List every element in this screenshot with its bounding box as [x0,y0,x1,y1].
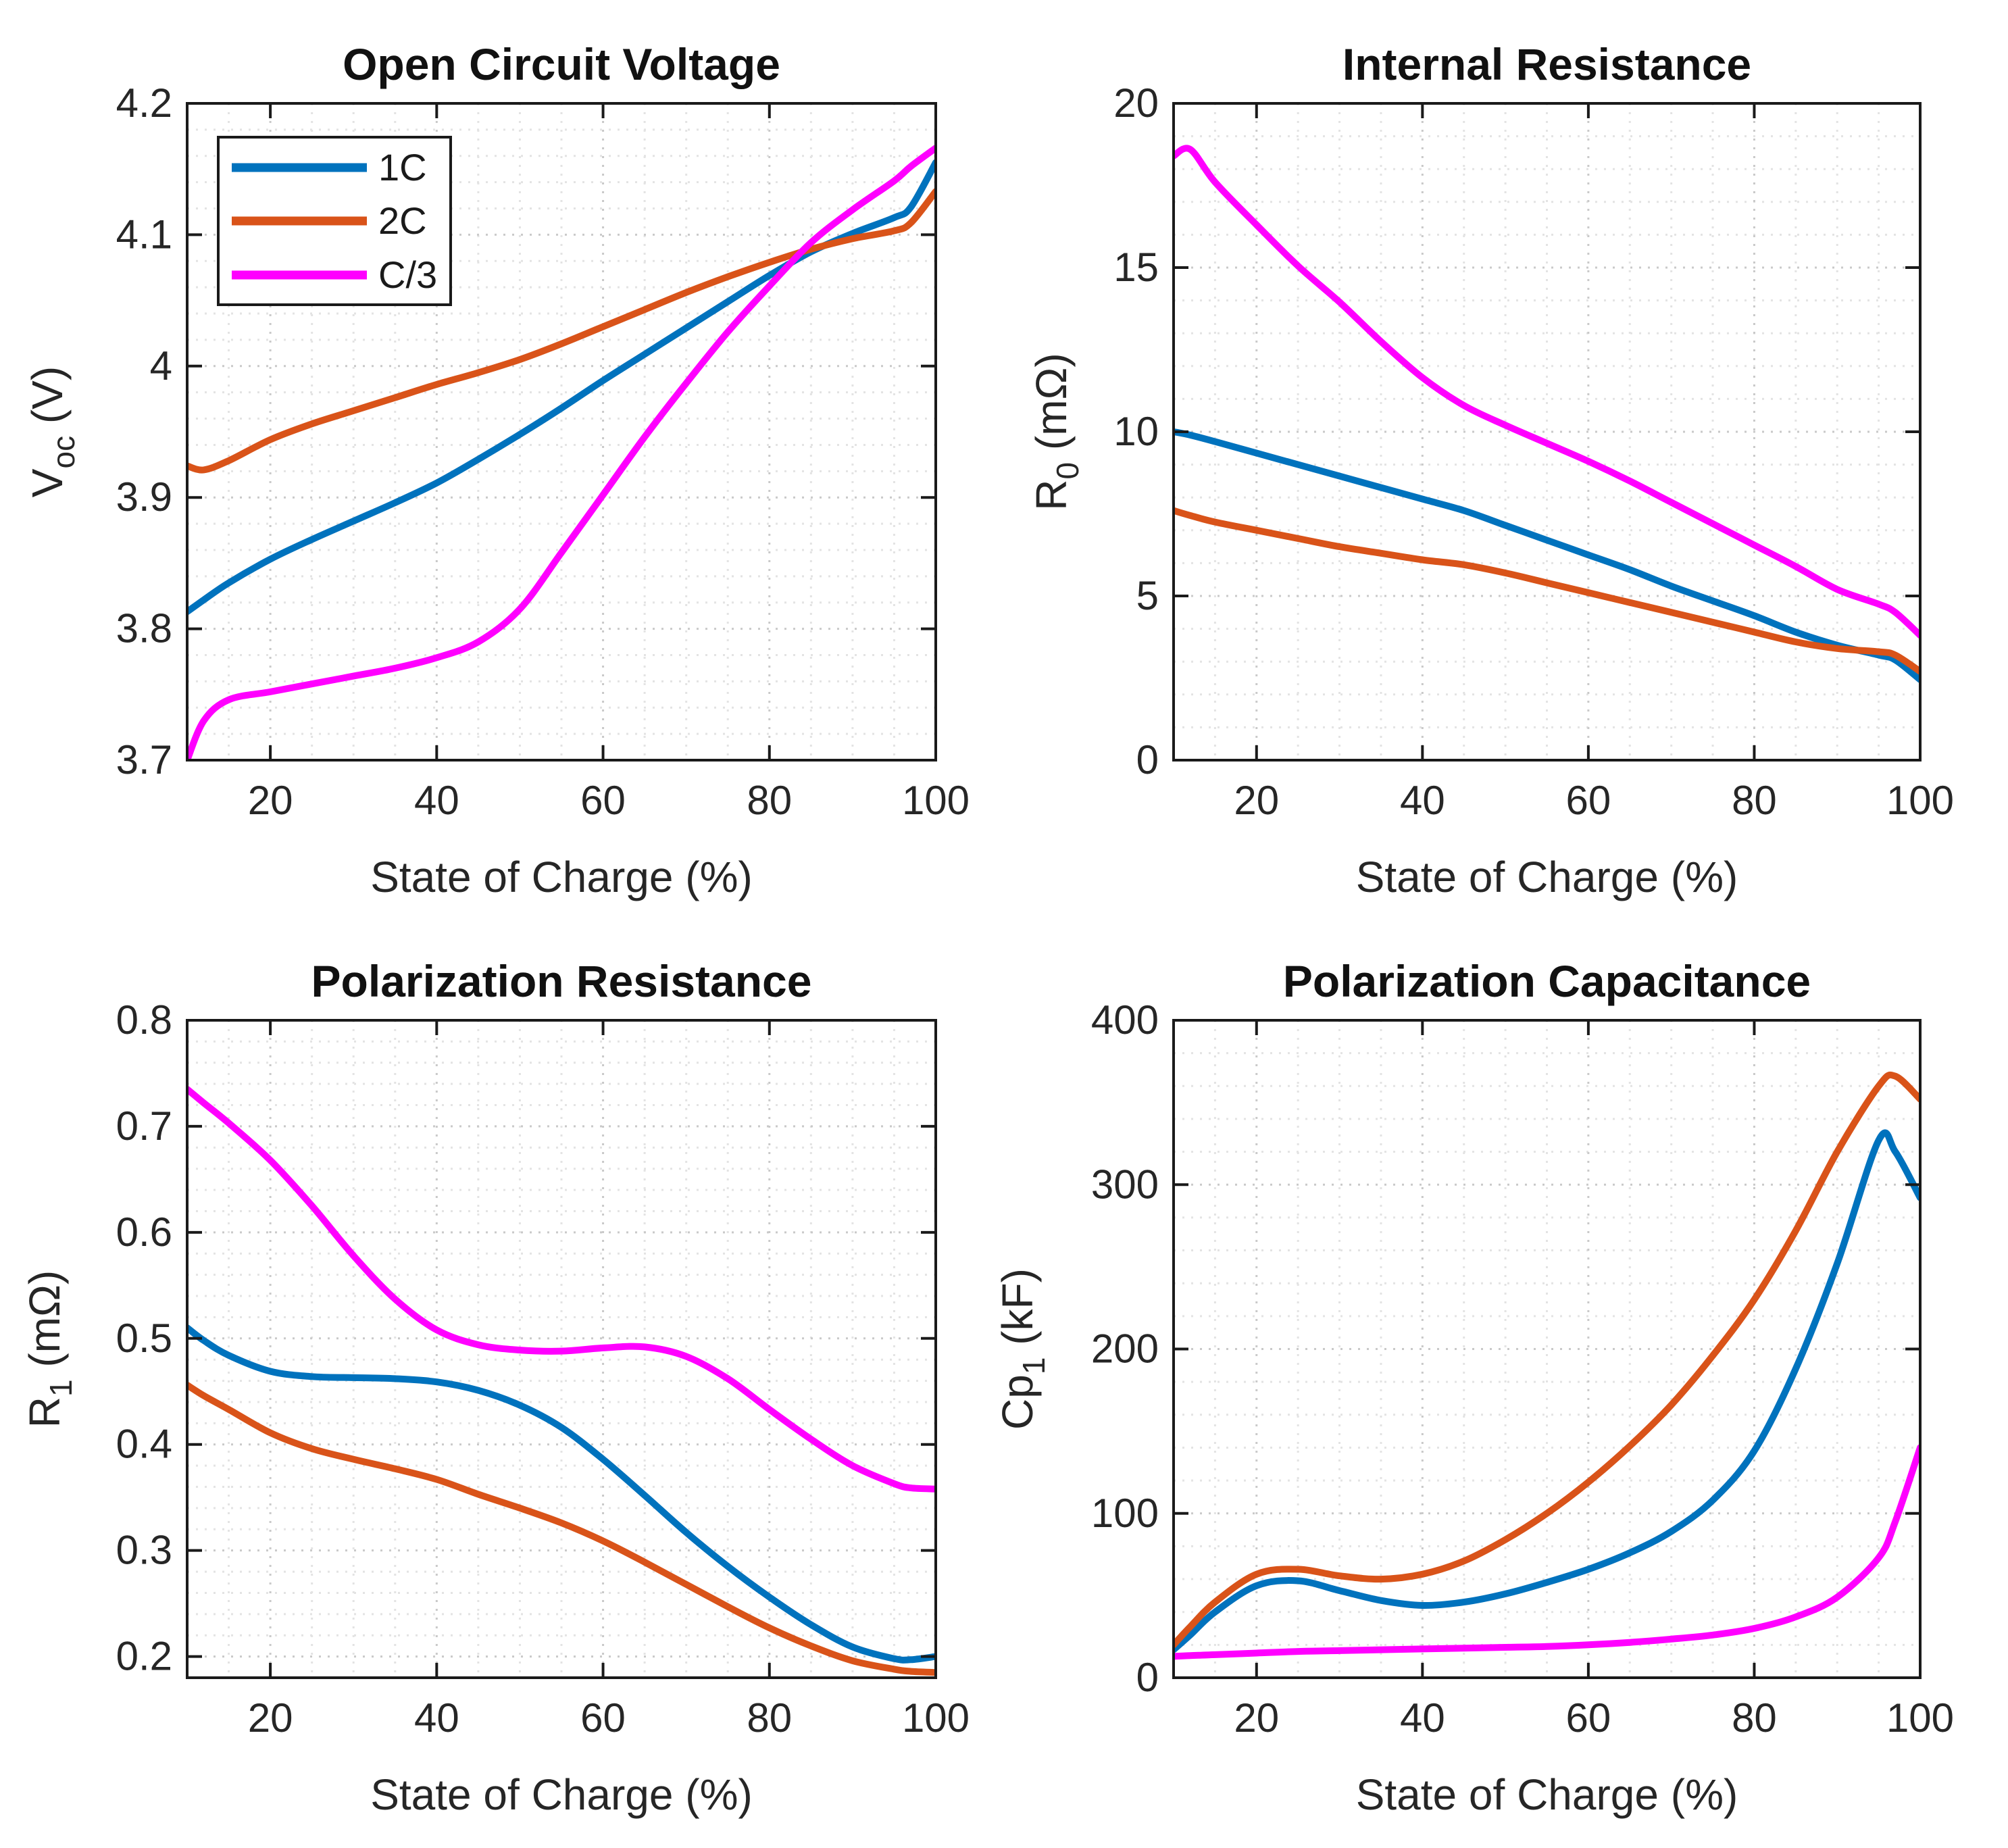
y-axis-label: R0 (mΩ) [1027,353,1085,510]
y-tick-label: 0.3 [116,1528,172,1573]
x-tick-label: 40 [414,1695,459,1741]
x-tick-label: 100 [902,1695,970,1741]
y-tick-label: 4.2 [116,80,172,126]
y-tick-label: 15 [1113,245,1159,290]
curve-C/3 [1172,145,1922,639]
curve-1C [1172,428,1922,683]
x-tick-label: 20 [1234,1695,1279,1741]
y-tick-label: 4 [150,343,172,389]
y-tick-label: 20 [1113,80,1159,126]
x-tick-label: 40 [1400,778,1445,823]
y-tick-label: 10 [1113,409,1159,454]
curve-1C [186,1324,937,1664]
plot-r0: 20 40 60 80 100 0 5 10 15 20 Internal Resistance St… [1027,39,1954,901]
curve-C/3 [1172,1444,1922,1660]
y-tick-label: 300 [1091,1162,1159,1207]
y-tick-label: 0.4 [116,1422,172,1467]
curve-C/3 [186,1086,937,1493]
plot-ocv: 20 40 60 80 100 3.7 3.8 3.9 4 4.1 4.2 Open Circuit … [23,39,970,901]
curve-2C [1172,1072,1922,1649]
x-tick-label: 60 [1566,778,1611,823]
legend-label: 1C [378,146,427,189]
y-tick-label: 0 [1136,1655,1159,1700]
plot-title: Open Circuit Voltage [343,39,780,89]
y-axis-label: Cp1 (kF) [993,1268,1051,1430]
plot-r1: 20 40 60 80 100 0.2 0.3 0.4 0.5 0.6 0.7 0.8 Polariza… [20,956,970,1819]
y-axis-label: R1 (mΩ) [20,1270,78,1428]
y-tick-label: 3.9 [116,474,172,520]
curve-1C [1172,1129,1922,1653]
x-axis-label: State of Charge (%) [370,1770,753,1819]
x-tick-label: 60 [580,1695,626,1741]
x-tick-label: 40 [1400,1695,1445,1741]
y-tick-label: 3.7 [116,737,172,782]
y-tick-label: 3.8 [116,606,172,651]
x-tick-label: 80 [1732,778,1777,823]
curve-2C [186,1381,937,1676]
x-tick-label: 20 [248,1695,293,1741]
x-tick-label: 20 [1234,778,1279,823]
y-tick-label: 100 [1091,1491,1159,1536]
curve-C/3 [186,145,937,761]
y-tick-label: 0.6 [116,1209,172,1255]
x-tick-label: 80 [747,778,792,823]
x-tick-label: 20 [248,778,293,823]
legend: 1C 2C C/3 [217,136,452,306]
curve-2C [186,188,937,474]
y-tick-label: 5 [1136,573,1159,618]
plot-title: Polarization Capacitance [1283,956,1811,1006]
plot-cp1: 20 40 60 80 100 0 100 200 300 400 Polarization Cap… [993,956,1954,1819]
x-tick-label: 100 [902,778,970,823]
x-axis-label: State of Charge (%) [370,853,753,901]
y-axis-label: Voc (V) [23,366,81,497]
x-tick-label: 80 [1732,1695,1777,1741]
legend-label: C/3 [378,253,437,296]
plot-title: Internal Resistance [1342,39,1751,89]
y-tick-label: 400 [1091,997,1159,1043]
x-tick-label: 60 [580,778,626,823]
plot-title: Polarization Resistance [311,956,812,1006]
y-tick-label: 0.2 [116,1634,172,1679]
y-tick-label: 4.1 [116,211,172,257]
x-tick-label: 40 [414,778,459,823]
x-tick-label: 100 [1886,778,1954,823]
axes-box [186,1019,937,1679]
legend-label: 2C [378,199,427,242]
y-tick-label: 0.5 [116,1316,172,1361]
x-tick-label: 100 [1886,1695,1954,1741]
x-axis-label: State of Charge (%) [1356,1770,1738,1819]
y-tick-label: 0 [1136,737,1159,782]
x-tick-label: 80 [747,1695,792,1741]
x-tick-label: 60 [1566,1695,1611,1741]
y-tick-label: 0.7 [116,1103,172,1149]
y-tick-label: 0.8 [116,997,172,1043]
x-axis-label: State of Charge (%) [1356,853,1738,901]
y-tick-label: 200 [1091,1326,1159,1372]
curve-2C [1172,507,1922,675]
axes-box [186,102,937,761]
